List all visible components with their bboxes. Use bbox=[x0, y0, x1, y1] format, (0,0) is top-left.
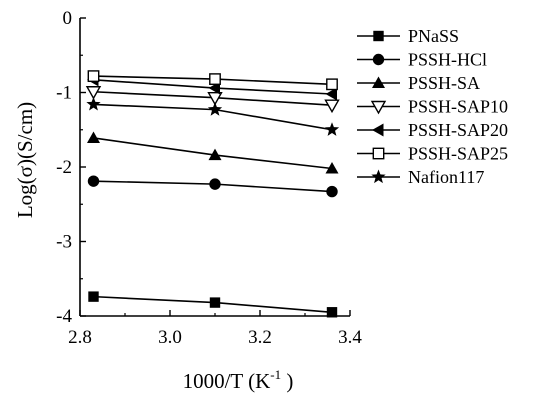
legend-item: PSSH-SAP10 bbox=[357, 97, 508, 117]
data-point bbox=[86, 96, 101, 111]
y-tick-label: -2 bbox=[56, 157, 72, 178]
plot-frame bbox=[79, 18, 350, 317]
y-axis-title: Log(σ)(S/cm) bbox=[13, 102, 37, 218]
x-axis-title-main: 1000/T (K bbox=[183, 369, 271, 393]
x-axis-title-suffix: ) bbox=[281, 369, 293, 393]
series-pssh-sap10 bbox=[85, 86, 340, 114]
data-point bbox=[85, 86, 102, 100]
legend-label: PSSH-SA bbox=[408, 73, 480, 93]
x-axis-title-superscript: -1 bbox=[270, 367, 281, 382]
data-point bbox=[87, 175, 100, 187]
legend-label: PSSH-HCl bbox=[408, 50, 487, 70]
y-axis-ticks: 0 -1 -2 -3 -4 bbox=[56, 8, 86, 327]
legend-marker bbox=[371, 169, 386, 184]
series-pssh-sap25 bbox=[87, 70, 338, 91]
x-tick-label: 2.8 bbox=[68, 327, 92, 348]
legend-marker bbox=[372, 123, 384, 137]
x-tick-label: 3.2 bbox=[248, 327, 272, 348]
legend-item: Nafion117 bbox=[357, 167, 484, 187]
x-axis-ticks: 2.8 3.0 3.2 3.4 bbox=[68, 310, 362, 348]
data-point bbox=[208, 148, 222, 161]
series-nafion117 bbox=[86, 96, 340, 136]
data-point bbox=[324, 99, 340, 114]
data-point bbox=[87, 70, 100, 83]
legend-marker bbox=[370, 100, 387, 115]
y-tick-label: -1 bbox=[56, 83, 72, 104]
legend-marker bbox=[373, 30, 384, 42]
legend-item: PSSH-SAP20 bbox=[357, 120, 508, 140]
data-point bbox=[87, 131, 100, 143]
x-tick-label: 3.0 bbox=[158, 327, 182, 348]
data-point bbox=[209, 297, 221, 308]
legend-label: PSSH-SAP20 bbox=[408, 120, 508, 140]
legend-item: PSSH-SAP25 bbox=[357, 144, 508, 164]
legend-item: PSSH-HCl bbox=[357, 50, 487, 70]
legend-marker bbox=[372, 53, 385, 66]
legend-label: Nafion117 bbox=[408, 167, 484, 187]
data-point bbox=[207, 102, 223, 116]
data-point bbox=[326, 185, 338, 198]
x-axis-title: 1000/T (K-1 ) bbox=[183, 367, 294, 393]
series-pssh-hcl bbox=[87, 175, 338, 198]
y-tick-label: -3 bbox=[56, 232, 72, 253]
legend-marker bbox=[372, 76, 385, 88]
y-tick-label: 0 bbox=[63, 8, 73, 29]
data-point bbox=[209, 73, 221, 85]
legend-label: PSSH-SAP25 bbox=[408, 144, 508, 164]
legend-item: PNaSS bbox=[357, 26, 459, 46]
legend-marker bbox=[372, 147, 385, 160]
data-point bbox=[325, 87, 337, 101]
legend-item: PSSH-SA bbox=[357, 73, 480, 93]
data-point bbox=[209, 178, 221, 190]
series-pnass bbox=[88, 291, 338, 318]
data-point bbox=[326, 78, 338, 91]
series-layer bbox=[85, 70, 340, 318]
legend-label: PSSH-SAP10 bbox=[408, 97, 508, 117]
x-tick-label: 3.4 bbox=[338, 327, 362, 348]
data-point bbox=[325, 161, 339, 174]
data-point bbox=[324, 122, 340, 136]
series-pssh-sa bbox=[87, 131, 339, 174]
data-point bbox=[207, 92, 223, 106]
data-point bbox=[88, 291, 99, 302]
y-tick-label: -4 bbox=[56, 306, 72, 327]
legend-label: PNaSS bbox=[408, 26, 459, 46]
legend: PNaSS PSSH-HCl PSSH-SA PSSH-SAP10 PSSH-SAP20… bbox=[357, 26, 508, 187]
data-point bbox=[326, 307, 338, 318]
